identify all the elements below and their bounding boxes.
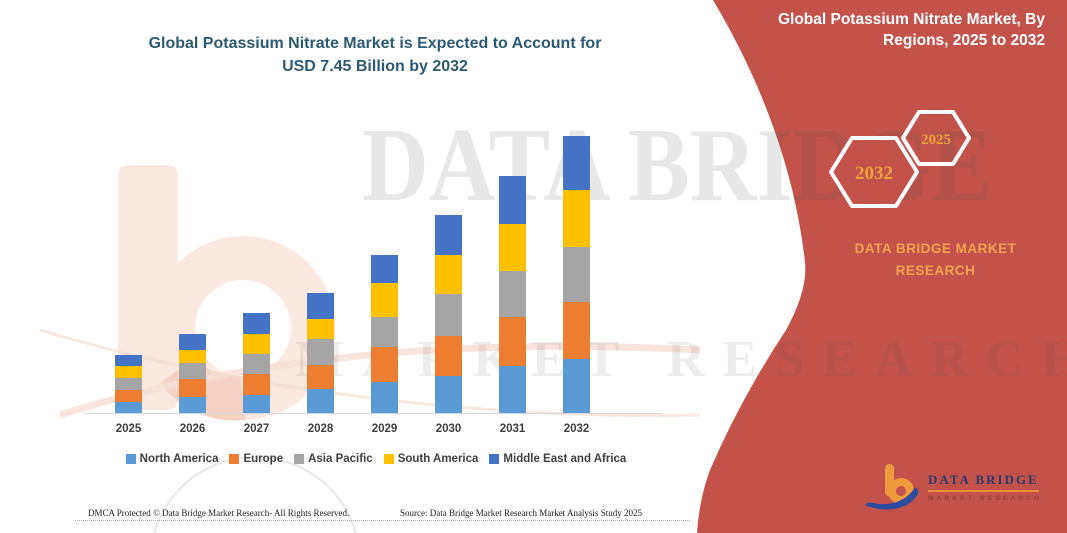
bar-segment-asia-pacific	[115, 378, 142, 390]
bar-segment-middle-east-and-africa	[179, 334, 206, 351]
logo-name: DATA BRIDGE	[928, 472, 1039, 492]
legend-swatch	[125, 454, 136, 464]
legend-item: Europe	[229, 453, 283, 465]
bar-segment-asia-pacific	[179, 362, 206, 379]
legend-swatch	[294, 454, 305, 464]
bottom-dotted-rule	[75, 520, 690, 521]
bar-segment-asia-pacific	[563, 246, 590, 302]
legend-item: South America	[383, 453, 479, 465]
bar-segment-middle-east-and-africa	[435, 215, 462, 256]
legend-label: North America	[139, 453, 219, 465]
legend-item: Asia Pacific	[294, 453, 373, 465]
bar-segment-asia-pacific	[435, 293, 462, 336]
chart-title: Global Potassium Nitrate Market is Expec…	[125, 32, 625, 78]
bar-segment-europe	[243, 374, 270, 395]
bar-segment-asia-pacific	[499, 271, 526, 318]
bar-segment-middle-east-and-africa	[371, 255, 398, 284]
dbmr-logo-text: DATA BRIDGE MARKET RESEARCH	[928, 472, 1042, 502]
bar-segment-asia-pacific	[371, 317, 398, 347]
footer-source: Source: Data Bridge Market Research Mark…	[400, 508, 642, 518]
bar-segment-middle-east-and-africa	[307, 292, 334, 319]
brand-caption-line1: DATA BRIDGE MARKET	[854, 241, 1017, 256]
x-axis-label: 2029	[371, 423, 398, 435]
brand-caption: DATA BRIDGE MARKET RESEARCH	[818, 238, 1053, 282]
bar-segment-north-america	[499, 366, 526, 414]
side-panel-title: Global Potassium Nitrate Market, By Regi…	[745, 9, 1045, 51]
bar-segment-europe	[499, 317, 526, 367]
legend-swatch	[383, 454, 394, 464]
x-axis-label: 2030	[435, 423, 462, 435]
bar-segment-europe	[563, 301, 590, 359]
bar-segment-europe	[115, 389, 142, 403]
bar-segment-europe	[371, 346, 398, 383]
bar-segment-middle-east-and-africa	[499, 176, 526, 224]
x-axis-label: 2027	[243, 423, 270, 435]
legend-swatch	[229, 454, 240, 464]
legend-label: South America	[397, 453, 479, 465]
x-axis-label: 2026	[179, 423, 206, 435]
bar-segment-middle-east-and-africa	[243, 313, 270, 335]
bar-segment-north-america	[435, 376, 462, 414]
x-axis-label: 2028	[307, 423, 334, 435]
x-axis-label: 2032	[563, 423, 590, 435]
x-axis-labels: 2025 2026 2027 2028 2029 2030 2031 2032	[0, 423, 700, 439]
legend-item: North America	[125, 453, 219, 465]
legend-label: Asia Pacific	[308, 453, 373, 465]
bar-segment-south-america	[499, 223, 526, 272]
bar-segment-europe	[307, 364, 334, 389]
bar-segment-south-america	[179, 350, 206, 363]
bar-segment-north-america	[179, 397, 206, 414]
bar-segment-south-america	[435, 255, 462, 294]
logo-subtitle: MARKET RESEARCH	[928, 495, 1043, 502]
dbmr-logo: DATA BRIDGE MARKET RESEARCH	[862, 461, 1042, 513]
bar-segment-south-america	[243, 334, 270, 354]
brand-caption-line2: RESEARCH	[895, 263, 976, 278]
bar-segment-middle-east-and-africa	[115, 354, 142, 367]
chart-title-line2: USD 7.45 Billion by 2032	[282, 58, 468, 75]
chart-legend: North America Europe Asia Pacific South Ame…	[85, 453, 667, 465]
bar-segment-south-america	[115, 366, 142, 379]
bar-segment-asia-pacific	[243, 353, 270, 375]
bar-segment-middle-east-and-africa	[563, 136, 590, 191]
bar-segment-south-america	[307, 318, 334, 339]
bar-segment-north-america	[563, 358, 590, 414]
bar-segment-south-america	[563, 190, 590, 247]
legend-label: Europe	[243, 453, 284, 465]
x-axis-line	[85, 413, 663, 414]
bar-segment-north-america	[307, 388, 334, 414]
chart-title-line1: Global Potassium Nitrate Market is Expec…	[148, 35, 602, 52]
bar-segment-europe	[179, 378, 206, 398]
legend-label: Middle East and Africa	[503, 453, 627, 465]
dbmr-logo-mark	[865, 464, 919, 510]
bar-segment-asia-pacific	[307, 338, 334, 365]
bar-segment-north-america	[243, 394, 270, 414]
x-axis-label: 2025	[115, 423, 142, 435]
bar-segment-north-america	[371, 382, 398, 414]
bar-segment-south-america	[371, 283, 398, 318]
side-panel-title-line1: Global Potassium Nitrate Market, By	[777, 11, 1045, 28]
legend-swatch	[489, 454, 500, 464]
footer-dmca: DMCA Protected © Data Bridge Market Rese…	[88, 508, 350, 518]
bar-segment-europe	[435, 335, 462, 377]
side-panel-title-line2: Regions, 2025 to 2032	[883, 32, 1045, 49]
x-axis-label: 2031	[499, 423, 526, 435]
legend-item: Middle East and Africa	[489, 453, 626, 465]
